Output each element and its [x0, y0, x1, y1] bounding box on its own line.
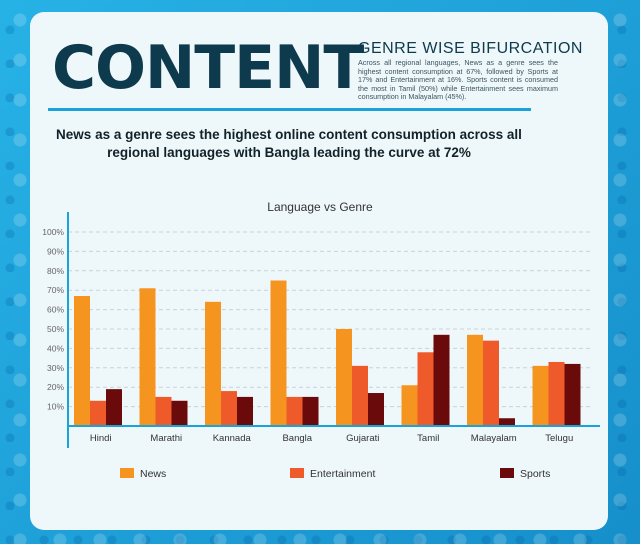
bar-entertainment-malayalam: [483, 340, 499, 426]
bar-entertainment-telugu: [548, 361, 565, 426]
legend-swatch-sports: [500, 468, 514, 478]
bar-entertainment-hindi: [90, 400, 106, 426]
x-tick-label: Hindi: [90, 433, 112, 444]
x-tick-label: Telugu: [545, 433, 573, 444]
chart-title: Language vs Genre: [267, 200, 373, 214]
bar-sports-hindi: [106, 389, 122, 426]
bar-entertainment-tamil: [417, 352, 434, 426]
x-tick-label: Bangla: [282, 433, 312, 444]
bar-entertainment-gujarati: [352, 365, 368, 426]
bar-entertainment-marathi: [155, 396, 172, 426]
bar-sports-malayalam: [499, 418, 515, 426]
bar-sports-kannada: [237, 396, 253, 426]
bar-entertainment-bangla: [286, 396, 303, 426]
y-tick-label: 70%: [47, 285, 64, 295]
bar-entertainment-kannada: [221, 391, 237, 426]
y-tick-label: 10%: [47, 402, 64, 412]
y-tick-label: 80%: [47, 266, 64, 276]
headline-text: News as a genre sees the highest online …: [56, 127, 522, 160]
bar-news-gujarati: [336, 329, 352, 426]
page-title: CONTENT: [52, 33, 364, 103]
x-tick-label: Gujarati: [346, 433, 379, 444]
bar-sports-bangla: [302, 396, 319, 426]
y-tick-label: 40%: [47, 343, 64, 353]
legend-label-sports: Sports: [520, 468, 550, 480]
legend-label-entertainment: Entertainment: [310, 468, 375, 480]
y-tick-label: 60%: [47, 305, 64, 315]
x-tick-label: Marathi: [150, 433, 182, 444]
bar-news-kannada: [205, 301, 221, 426]
bar-sports-tamil: [433, 334, 450, 426]
section-subtitle: GENRE WISE BIFURCATION: [358, 40, 583, 57]
legend-label-news: News: [140, 468, 166, 480]
y-tick-label: 20%: [47, 382, 64, 392]
y-tick-label: 100%: [42, 227, 64, 237]
bar-news-tamil: [401, 385, 418, 426]
x-tick-label: Malayalam: [471, 433, 517, 444]
bar-news-marathi: [139, 288, 156, 426]
bar-news-malayalam: [467, 334, 483, 426]
y-tick-label: 30%: [47, 363, 64, 373]
y-tick-label: 90%: [47, 246, 64, 256]
legend-swatch-news: [120, 468, 134, 478]
x-tick-label: Tamil: [417, 433, 439, 444]
bar-news-hindi: [74, 296, 90, 426]
bar-sports-marathi: [171, 400, 188, 426]
bar-news-bangla: [270, 280, 287, 426]
x-tick-label: Kannada: [213, 433, 252, 444]
section-description: Across all regional languages, News as a…: [358, 58, 558, 102]
bar-sports-gujarati: [368, 393, 384, 426]
bar-sports-telugu: [564, 363, 581, 426]
bar-news-telugu: [532, 365, 549, 426]
divider-line: [48, 108, 531, 111]
y-tick-label: 50%: [47, 324, 64, 334]
legend-swatch-entertainment: [290, 468, 304, 478]
